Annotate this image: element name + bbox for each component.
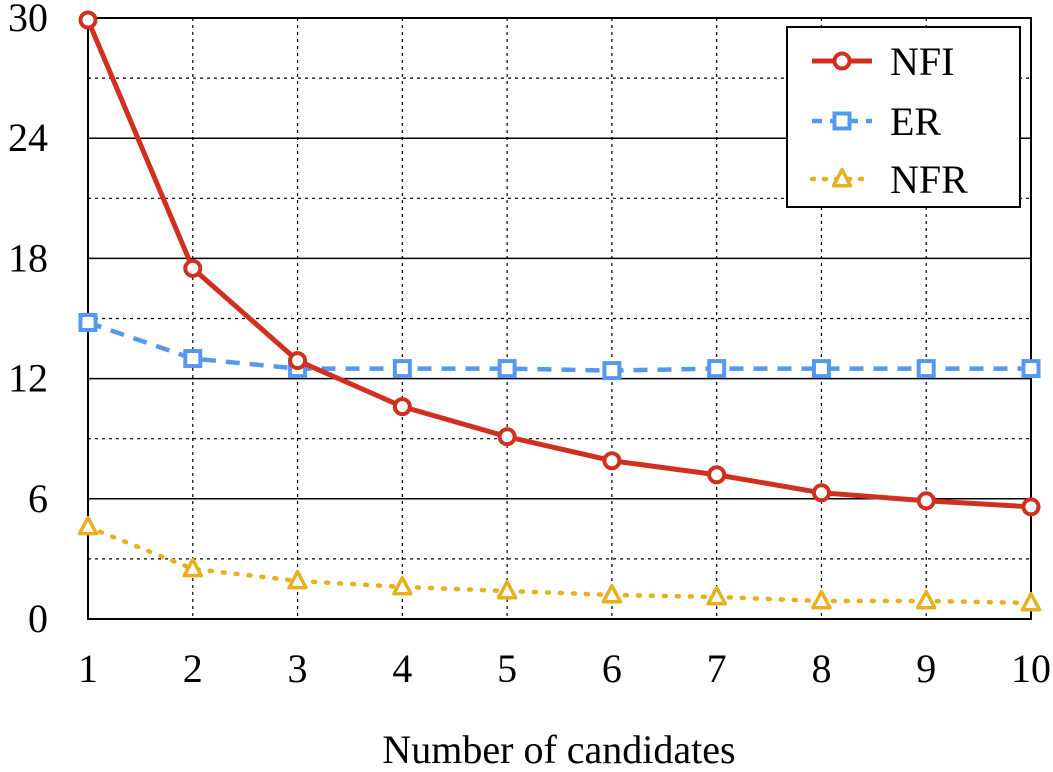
data-point-er [707,359,727,379]
data-point-er [78,313,98,333]
data-point-nfr [77,515,99,536]
data-point-nfr [601,583,623,604]
legend-marker-nfi [832,51,852,71]
data-point-er [392,359,412,379]
data-point-nfi [602,451,622,471]
legend-label-nfi: NFI [890,39,954,84]
y-tick-label: 6 [28,476,48,521]
data-point-nfi [78,10,98,30]
y-tick-label: 0 [28,596,48,641]
data-point-nfi [497,427,517,447]
data-point-nfr [496,579,518,600]
legend-label-er: ER [890,99,941,144]
series [77,10,1042,612]
x-tick-label: 10 [1011,646,1051,691]
data-point-nfr [706,585,727,606]
series-line-nfr [85,524,1034,606]
data-point-nfr [182,557,204,578]
data-point-nfi [288,351,308,371]
data-point-nfr [1020,591,1042,612]
series-line-nfi [85,19,1032,510]
legend-label-nfr: NFR [890,157,968,202]
x-tick-label: 3 [288,646,308,691]
data-point-er [183,349,203,369]
legend-items: NFI ER NFR [809,39,968,202]
legend-item-nfi: NFI [812,39,954,84]
x-axis-title: Number of candidates [382,727,735,772]
legend-marker-nfr [831,167,853,188]
series-nfr [77,515,1042,612]
x-tick-label: 2 [183,646,203,691]
y-tick-label: 24 [8,115,48,160]
series-line-er [87,320,1031,373]
data-point-nfr [392,575,413,596]
legend-item-er: ER [812,99,941,144]
x-tick-label: 6 [602,646,622,691]
y-tick-label: 30 [8,0,48,40]
x-tick-label: 8 [811,646,831,691]
x-tick-label: 9 [916,646,936,691]
y-tick-label: 18 [8,235,48,280]
x-tick-label: 1 [78,646,98,691]
legend-item-nfr: NFR [809,157,968,202]
legend-marker-er [832,111,852,131]
data-point-er [1021,359,1041,379]
data-point-er [602,361,622,381]
data-point-nfi [811,483,831,503]
x-tick-label: 5 [497,646,517,691]
x-tick-label: 4 [392,646,412,691]
series-er [78,313,1041,381]
data-point-nfi [707,465,727,485]
data-point-nfr [287,569,308,590]
data-point-nfi [183,258,203,278]
data-point-nfi [916,491,936,511]
data-point-er [497,359,517,379]
series-nfi [78,10,1041,517]
y-tick-label: 12 [8,356,48,401]
data-point-nfi [1021,497,1041,517]
data-point-nfi [392,397,412,417]
data-point-er [811,359,831,379]
data-point-nfr [811,589,832,610]
x-tick-label: 7 [707,646,727,691]
data-point-er [916,359,936,379]
legend: NFI ER NFR [786,26,1021,208]
data-point-nfr [915,589,937,610]
